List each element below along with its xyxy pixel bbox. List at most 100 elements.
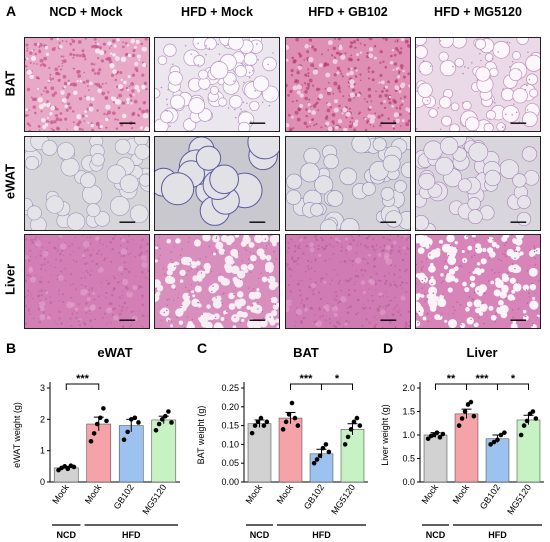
data-point (462, 409, 468, 414)
significance-label: * (511, 373, 516, 385)
data-point (314, 457, 320, 462)
significance-bracket (497, 383, 529, 390)
data-point (468, 399, 474, 405)
data-point (65, 466, 71, 472)
data-point (283, 419, 289, 425)
data-point (258, 415, 264, 421)
histology-image-liver-2 (285, 234, 411, 329)
data-point (323, 442, 329, 447)
significance-label: *** (300, 373, 314, 385)
histology-image-liver-0 (24, 234, 150, 329)
x-tick-label: Mock (275, 482, 296, 506)
row-label-liver: Liver (2, 263, 18, 296)
y-axis-label: BAT weight (g) (196, 406, 206, 465)
data-point (162, 413, 168, 419)
data-point (459, 416, 465, 421)
data-point (264, 419, 270, 425)
data-point (317, 453, 323, 458)
data-point (255, 419, 261, 425)
group-label: NCD (426, 530, 446, 540)
group-label: HFD (312, 530, 331, 540)
x-tick-label: Mock (83, 482, 104, 506)
data-point (326, 449, 332, 455)
data-point (125, 429, 130, 435)
histology-image-bat-1 (154, 37, 280, 132)
histology-image-bat-0 (24, 37, 150, 132)
significance-label: *** (476, 373, 490, 385)
column-header-hfd-mock: HFD + Mock (181, 5, 253, 19)
data-point (249, 430, 255, 436)
data-point (345, 434, 351, 440)
panel-b-letter: B (6, 340, 17, 356)
histology-image-bat-2 (285, 37, 411, 132)
column-header-ncd-mock: NCD + Mock (49, 5, 123, 19)
bar (118, 425, 144, 483)
data-point (518, 432, 524, 438)
data-point (357, 423, 363, 428)
data-point (471, 413, 477, 419)
bar (516, 419, 541, 483)
significance-label: *** (76, 373, 90, 385)
chart-title: eWAT (97, 345, 132, 360)
y-tick-label: 0.20 (221, 402, 239, 412)
data-point (342, 442, 348, 447)
data-point (104, 418, 109, 424)
group-label: HFD (488, 530, 507, 540)
y-tick-label: 1 (40, 446, 45, 456)
data-point (495, 437, 500, 442)
y-axis-label: eWAT weight (g) (12, 402, 22, 468)
y-axis-label: Liver weight (g) (380, 404, 390, 466)
bar (86, 423, 112, 483)
x-tick-label: MG5120 (329, 482, 357, 516)
y-tick-label: 0 (40, 477, 45, 487)
data-point (488, 442, 493, 447)
data-point (153, 428, 159, 433)
y-tick-label: 1.0 (402, 430, 415, 440)
data-point (502, 430, 507, 435)
data-point (533, 416, 539, 421)
group-label: NCD (250, 530, 270, 540)
y-tick-label: 0.5 (402, 454, 415, 464)
data-point (311, 460, 317, 466)
data-point (261, 423, 267, 428)
y-tick-label: 0.00 (221, 477, 239, 487)
histology-image-ewat-3 (415, 136, 541, 231)
data-point (498, 432, 504, 438)
x-tick-label: MG5120 (505, 482, 533, 516)
data-point (101, 406, 106, 411)
y-tick-label: 3 (40, 383, 45, 393)
data-point (437, 435, 443, 440)
data-point (425, 436, 431, 442)
x-tick-label: MG5120 (140, 482, 168, 516)
data-point (88, 438, 94, 444)
x-tick-label: GB102 (302, 482, 326, 511)
y-tick-label: 2.0 (402, 383, 415, 393)
chart-title: Liver (466, 345, 497, 360)
data-point (71, 464, 77, 470)
data-point (252, 423, 258, 428)
x-tick-label: GB102 (112, 482, 136, 511)
data-point (94, 421, 100, 427)
histology-image-bat-3 (415, 37, 541, 132)
significance-bracket (321, 383, 353, 390)
y-tick-label: 1.5 (402, 407, 415, 417)
data-point (354, 415, 360, 421)
x-tick-label: Mock (451, 482, 472, 506)
y-tick-label: 2 (40, 414, 45, 424)
panel-d-letter: D (383, 340, 394, 356)
histology-image-liver-3 (415, 234, 541, 329)
data-point (128, 417, 134, 422)
x-tick-label: Mock (50, 482, 71, 506)
data-point (521, 423, 527, 428)
x-tick-label: Mock (420, 482, 441, 506)
panel-c-letter: C (197, 340, 208, 356)
data-point (62, 464, 68, 469)
data-point (286, 412, 292, 417)
data-point (136, 420, 141, 425)
data-point (166, 409, 171, 414)
data-point (440, 431, 446, 437)
y-tick-label: 0.0 (402, 477, 415, 487)
data-point (491, 439, 497, 445)
y-tick-label: 0.15 (221, 421, 239, 431)
group-label: HFD (122, 530, 141, 540)
